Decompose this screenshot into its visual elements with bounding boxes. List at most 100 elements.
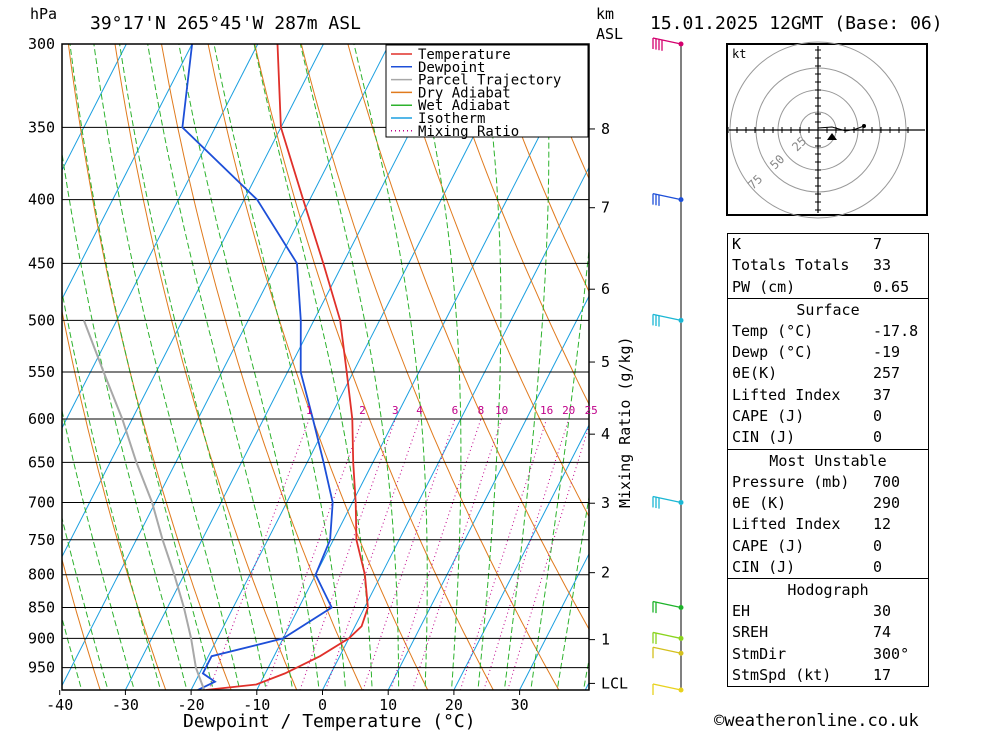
height-tick-label: 4 — [601, 425, 610, 443]
index-value: 0 — [873, 536, 883, 555]
dry-adiabat-line — [487, 44, 589, 293]
isotherm-line — [519, 552, 589, 690]
height-tick-label: 5 — [601, 353, 610, 371]
pressure-tick-label: 850 — [28, 599, 55, 617]
pressure-tick-label: 500 — [28, 311, 55, 329]
isotherm-line — [387, 295, 589, 690]
wind-barb-shaft — [652, 37, 682, 45]
index-value: 257 — [873, 364, 901, 383]
index-value: 37 — [873, 385, 892, 404]
index-row: Temp (°C) -17.8 — [728, 321, 928, 342]
index-value: 700 — [873, 472, 901, 491]
most-unstable-heading: Most Unstable — [769, 451, 887, 470]
index-key: Lifted Index — [732, 515, 841, 534]
mixing-ratio-line — [390, 418, 482, 690]
x-tick-label: -20 — [178, 696, 205, 714]
wet-adiabat-line — [62, 150, 188, 690]
height-tick-label: 2 — [601, 564, 610, 582]
pressure-tick-label: 400 — [28, 191, 55, 209]
index-value: 0 — [873, 407, 883, 426]
wet-adiabat-line — [556, 494, 589, 690]
mixing-ratio-label: 4 — [416, 404, 423, 417]
index-key: Lifted Index — [732, 385, 841, 404]
index-row: Lifted Index 12 — [728, 514, 928, 535]
index-key: K — [732, 235, 742, 253]
pressure-tick-label: 800 — [28, 566, 55, 584]
pressure-tick-label: 600 — [28, 410, 55, 428]
hodograph-section: Hodograph EH 30 SREH 74 StmDir 300° StmSpd (kt… — [728, 578, 928, 686]
pressure-tick-label: 700 — [28, 493, 55, 511]
background-lines — [62, 44, 1000, 690]
dry-adiabat-line — [161, 44, 363, 690]
wet-adiabat-line — [299, 44, 400, 690]
axis-ticks: 3003504004505005506006507007508008509009… — [28, 35, 628, 714]
pressure-tick-label: 750 — [28, 531, 55, 549]
legend-entry: Dry Adiabat — [418, 85, 511, 101]
height-tick-label: LCL — [601, 674, 628, 692]
index-row: SREH 74 — [728, 622, 928, 643]
mixing-ratio-label: 1 — [306, 404, 313, 417]
x-tick-label: 10 — [379, 696, 397, 714]
profile-dewpoint — [181, 44, 334, 690]
wind-barb-shaft — [652, 495, 682, 504]
index-value: 0 — [873, 428, 883, 447]
isotherm-line — [62, 44, 193, 301]
hodograph-heading: Hodograph — [787, 581, 869, 600]
height-tick-label: 6 — [601, 280, 610, 298]
pressure-tick-label: 350 — [28, 118, 55, 136]
dry-adiabat-line — [347, 44, 589, 631]
index-key: CIN (J) — [732, 428, 796, 447]
index-value: 17 — [873, 666, 892, 685]
dry-adiabat-line — [62, 308, 167, 690]
x-tick-label: 0 — [318, 696, 327, 714]
dry-adiabat-line — [62, 557, 101, 690]
index-value: 290 — [873, 493, 901, 512]
dry-adiabat-line — [393, 44, 589, 518]
wind-barb-shaft — [652, 683, 682, 691]
pressure-tick-label: 450 — [28, 254, 55, 272]
dry-adiabat-line — [953, 44, 1000, 690]
wet-adiabat-line — [353, 44, 428, 690]
mixing-ratio-label: 25 — [585, 404, 598, 417]
mixing-ratio-label: 8 — [478, 404, 485, 417]
pressure-tick-label: 900 — [28, 629, 55, 647]
isotherm-line — [256, 44, 587, 690]
index-row: CAPE (J) 0 — [728, 406, 928, 427]
x-axis-title: Dewpoint / Temperature (°C) — [183, 711, 476, 732]
hodograph-trace — [817, 125, 865, 132]
most-unstable-section: Most Unstable Pressure (mb) 700 θE (K) 290 L… — [728, 448, 928, 578]
index-value: 7 — [873, 235, 883, 253]
index-key: θE (K) — [732, 493, 787, 512]
mixing-ratio-line — [325, 418, 420, 690]
wet-adiabat-line — [93, 44, 241, 690]
wet-adiabat-line — [530, 244, 589, 690]
plot-frame — [61, 43, 590, 691]
index-row: Dewp (°C) -19 — [728, 342, 928, 363]
height-tick-label: 7 — [601, 199, 610, 217]
x-tick-label: -40 — [46, 696, 73, 714]
index-value: 12 — [873, 515, 892, 534]
index-row: θE(K) 257 — [728, 363, 928, 384]
surface-section: Surface Temp (°C) -17.8 Dewp (°C) -19 θE(K) 2… — [728, 297, 928, 449]
dry-adiabat-line — [114, 44, 298, 690]
pressure-tick-label: 650 — [28, 453, 55, 471]
index-value: 300° — [873, 644, 910, 663]
x-tick-label: 30 — [511, 696, 529, 714]
wet-adiabat-line — [62, 408, 135, 690]
wind-barb-shaft — [652, 646, 682, 654]
index-key: EH — [732, 602, 751, 621]
wind-barb-shaft — [652, 313, 682, 322]
isotherm-line — [62, 44, 259, 429]
wet-adiabat-line — [503, 44, 550, 690]
isotherm-line — [190, 44, 522, 690]
x-tick-label: -30 — [112, 696, 139, 714]
mixing-ratio-axis-title: Mixing Ratio (g/kg) — [616, 336, 634, 508]
wet-adiabat-line — [178, 44, 320, 690]
wet-adiabat-line — [147, 44, 294, 690]
index-row: PW (cm) 0.65 — [728, 277, 928, 298]
mixing-ratio-label: 20 — [562, 404, 575, 417]
index-key: StmSpd (kt) — [732, 666, 832, 685]
